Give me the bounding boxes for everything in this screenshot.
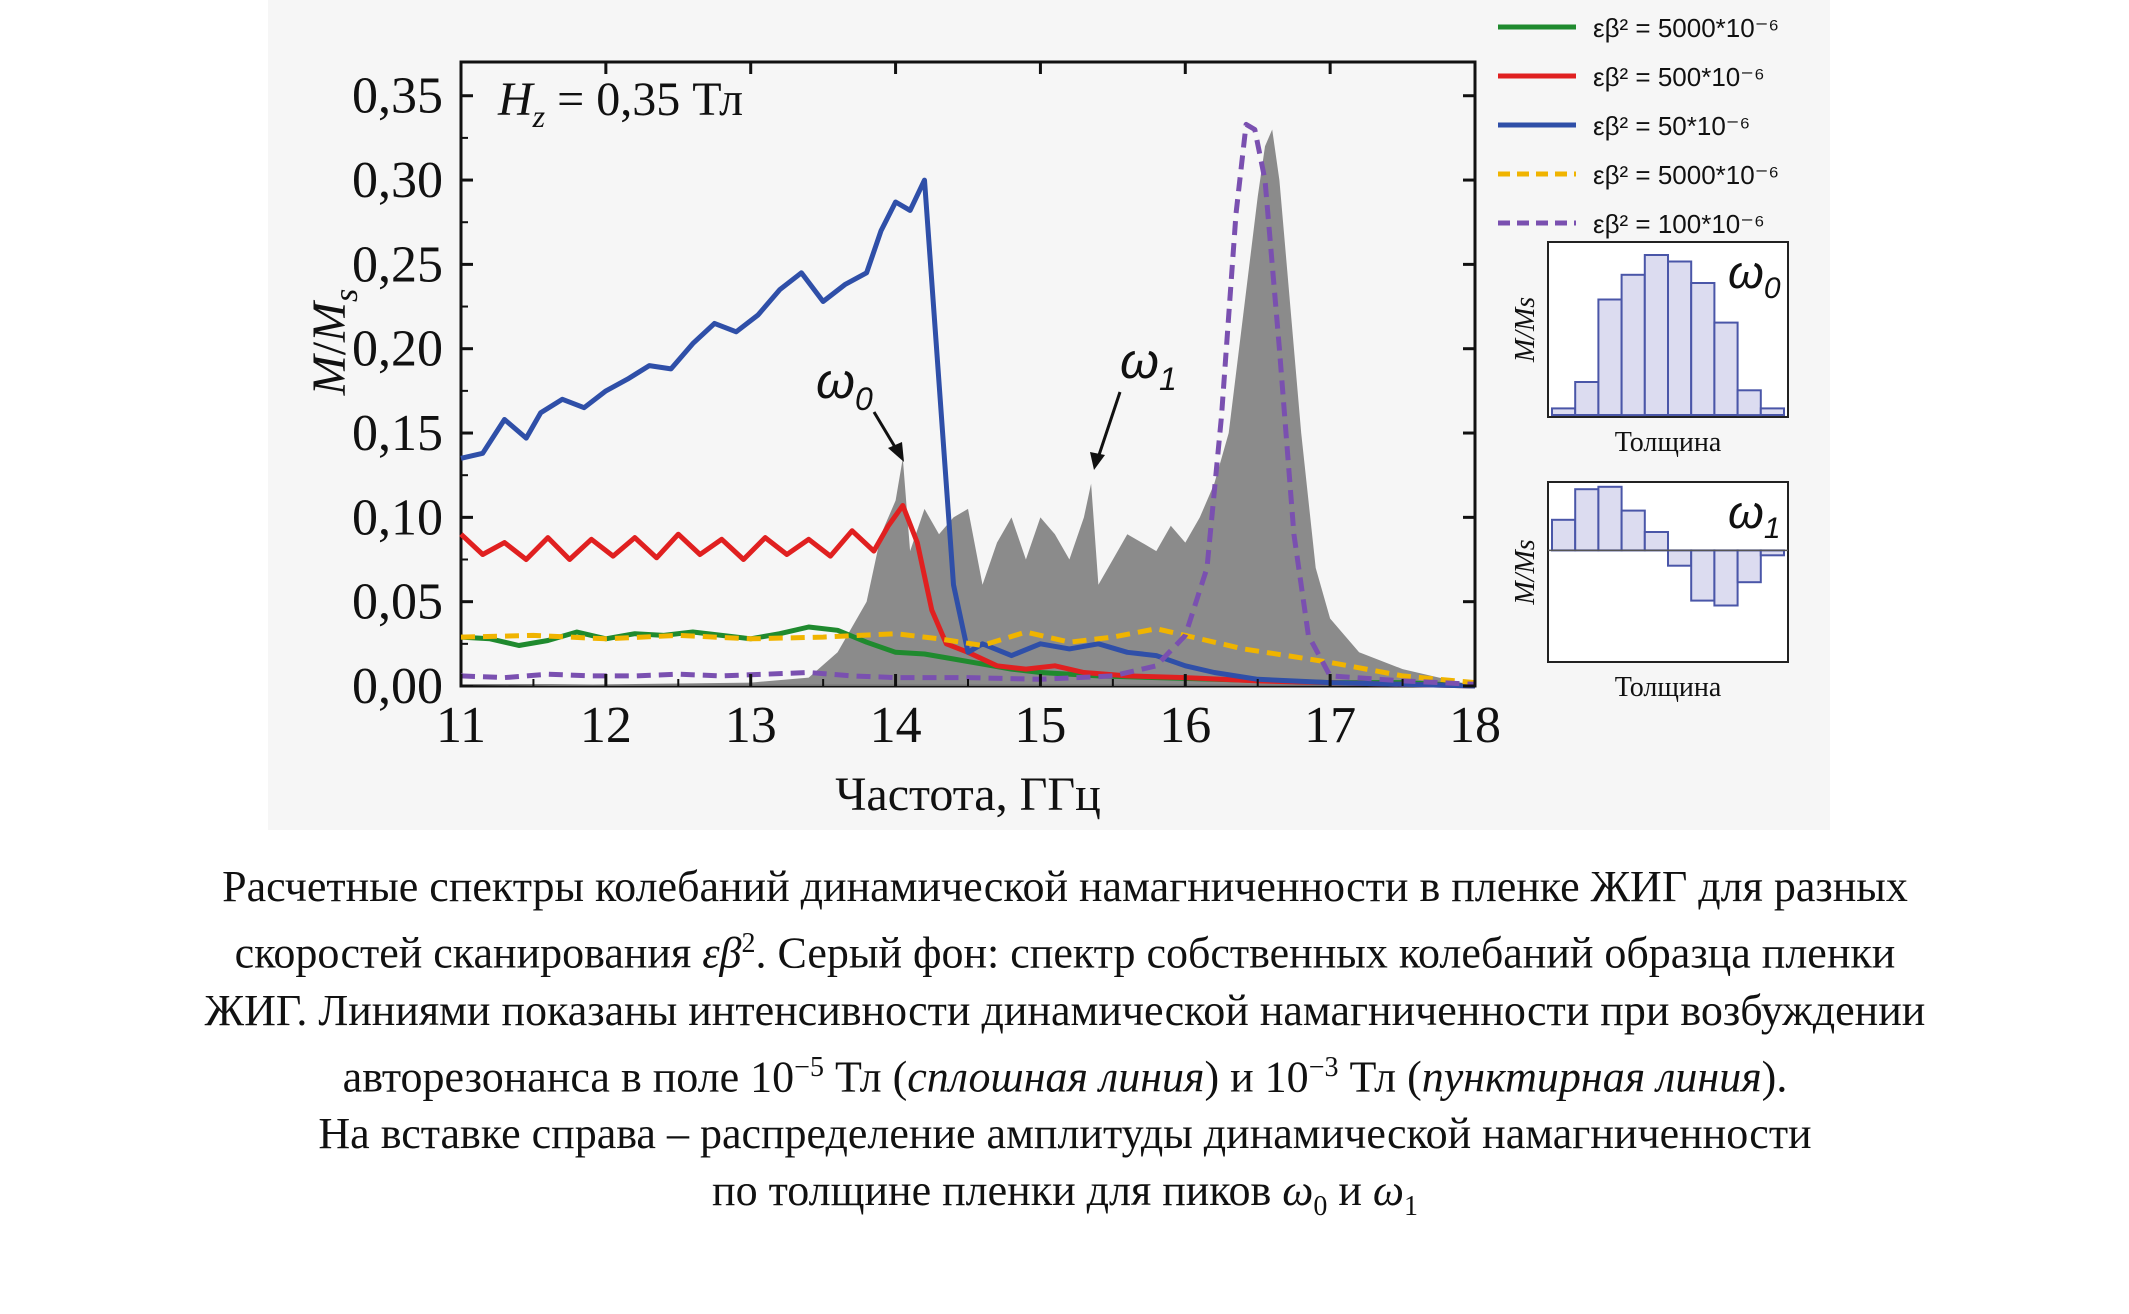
inset-ylabel-1: M/Ms (1510, 539, 1541, 605)
legend-label-2: εβ² = 500*10⁻⁶ (1593, 62, 1765, 92)
peak-label-omega0: ω0 (816, 353, 904, 462)
caption-line-1: Расчетные спектры колебаний динамической… (222, 862, 1908, 911)
x-tick-label: 11 (436, 697, 486, 754)
y-axis-title: M/Ms (303, 289, 365, 397)
inset-bar (1690, 549, 1716, 602)
y-tick-label: 0,00 (352, 658, 443, 715)
inset-bar (1667, 260, 1693, 416)
inset-bar (1620, 509, 1646, 552)
legend-label-5: εβ² = 100*10⁻⁶ (1593, 209, 1765, 239)
x-tick-label: 14 (870, 697, 922, 754)
inset-bar (1620, 273, 1646, 417)
inset-bar (1574, 381, 1600, 416)
axis-layer: 11 12 13 14 15 16 17 18 0,00 0,05 0,10 0,15 0,20 0,25… (352, 62, 1501, 754)
legend-label-3: εβ² = 50*10⁻⁶ (1593, 111, 1750, 141)
y-tick-label: 0,15 (352, 405, 443, 462)
y-tick-label: 0,20 (352, 321, 443, 378)
inset-bar (1643, 531, 1670, 552)
inset-bar (1551, 518, 1577, 552)
figure-panel: 11 12 13 14 15 16 17 18 0,00 0,05 0,10 0,15 0,20 0,25… (268, 0, 1830, 830)
figure-caption: Расчетные спектры колебаний динамической… (40, 858, 2090, 1235)
inset-bar (1574, 488, 1600, 552)
series-line-2 (459, 503, 1476, 689)
svg-text:ω1: ω1 (1120, 333, 1177, 397)
caption-line-6: по толщине пленки для пиков ω0 и ω1 (712, 1166, 1418, 1223)
caption-line-4: авторезонанса в поле 10−5 Тл (сплошная л… (342, 1051, 1788, 1102)
y-tick-label: 0,35 (352, 68, 443, 125)
inset-bar (1759, 407, 1786, 416)
inset-xlabel-1: Толщина (1615, 672, 1722, 703)
x-tick-label: 12 (580, 697, 632, 754)
y-tick-label: 0,30 (352, 152, 443, 209)
svg-text:ω0: ω0 (816, 353, 873, 417)
inset-peak-label-0: ω0 (1728, 246, 1781, 305)
inset-bar (1690, 282, 1716, 416)
inset-bar (1597, 298, 1623, 416)
inset-bar (1713, 321, 1739, 417)
inset-bar (1643, 254, 1670, 416)
chart-svg: 11 12 13 14 15 16 17 18 0,00 0,05 0,10 0,15 0,20 0,25… (303, 13, 1789, 821)
inset-bar (1597, 485, 1623, 552)
inset-bar (1713, 549, 1739, 607)
x-tick-label: 15 (1014, 697, 1066, 754)
y-tick-label: 0,10 (352, 489, 443, 546)
field-annotation: Hz = 0,35 Тл (497, 73, 743, 134)
series-line-3 (460, 177, 1476, 689)
x-tick-label: 17 (1304, 697, 1356, 754)
x-tick-label: 13 (725, 697, 777, 754)
caption-line-5: На вставке справа – распределение амплит… (318, 1109, 1812, 1159)
y-tick-label: 0,05 (352, 574, 443, 631)
eigen-spectrum-fill (461, 129, 1475, 686)
caption-line-2: скоростей сканирования εβ2. Серый фон: с… (234, 928, 1896, 978)
y-tick-label: 0,25 (352, 236, 443, 293)
inset-bar (1736, 389, 1762, 417)
peak-label-omega1: ω1 (1090, 333, 1177, 470)
x-axis-title: Частота, ГГц (835, 768, 1101, 821)
x-tick-label: 16 (1159, 697, 1211, 754)
legend-label-4: εβ² = 5000*10⁻⁶ (1593, 160, 1779, 190)
inset-ylabel-0: M/Ms (1510, 297, 1541, 363)
inset-bar (1551, 407, 1577, 416)
inset-bar (1736, 549, 1762, 584)
inset-bar (1667, 549, 1693, 567)
legend-label-1: εβ² = 5000*10⁻⁶ (1593, 13, 1779, 43)
inset-xlabel-0: Толщина (1615, 427, 1722, 458)
eigen-spectrum-area (461, 129, 1475, 686)
caption-line-3: ЖИГ. Линиями показаны интенсивности дина… (204, 985, 1926, 1035)
x-tick-label: 18 (1449, 697, 1501, 754)
legend: εβ² = 5000*10⁻⁶ εβ² = 500*10⁻⁶ εβ² = 50*10… (1498, 13, 1779, 239)
